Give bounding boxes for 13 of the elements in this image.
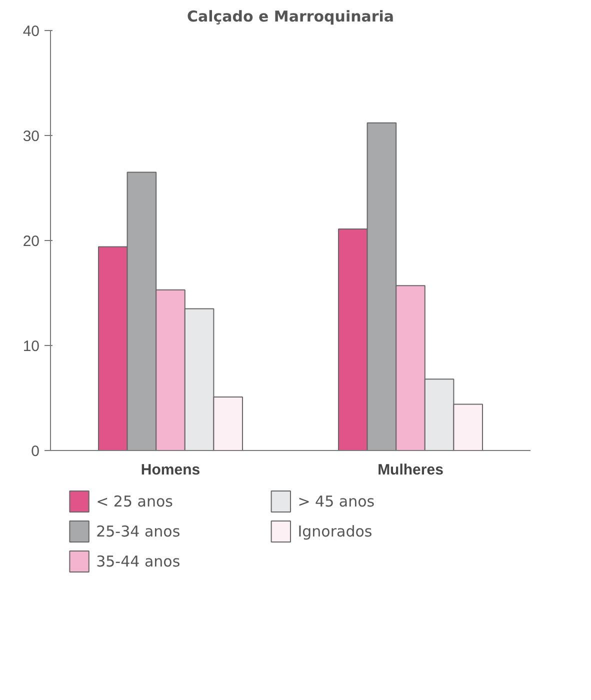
y-tick-label: 20 [22,233,40,250]
y-tick-label: 0 [31,443,40,460]
y-tick-label: 40 [22,23,40,40]
legend-label: < 25 anos [96,492,174,510]
legend-label: Ignorados [298,522,372,540]
y-tick-label: 10 [22,338,40,355]
y-tick-label: 30 [22,128,40,145]
legend-label: > 45 anos [298,492,375,510]
legend-label: 35-44 anos [96,552,180,570]
legend-label: 25-34 anos [96,522,180,540]
x-tick-label: Homens [140,462,200,478]
x-tick-label: Mulheres [378,462,444,478]
chart-title: Calçado e Marroquinaria [186,8,394,26]
